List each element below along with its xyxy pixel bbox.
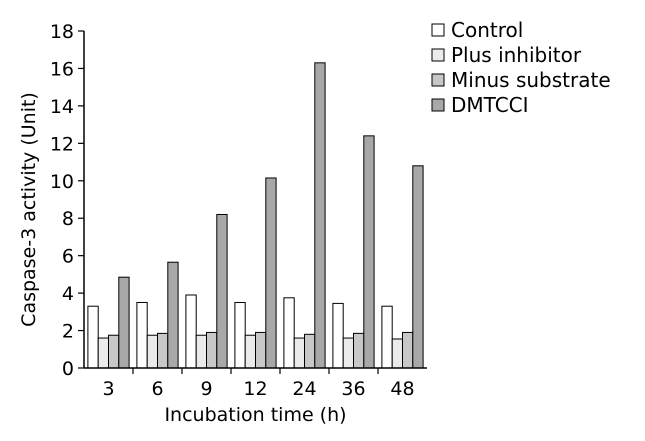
x-axis-label: Incubation time (h) (164, 404, 346, 426)
bar-plus-inhibitor-24 (293, 337, 306, 369)
x-tick-label: 6 (151, 378, 163, 400)
legend-swatch (431, 23, 445, 37)
legend-swatch (431, 73, 445, 87)
x-tick-label: 48 (390, 378, 414, 400)
bar-dmtcci-9 (216, 213, 228, 369)
bar-control-12 (234, 301, 246, 369)
y-tick-label: 16 (50, 58, 74, 80)
bar-minus-substrate-9 (206, 331, 218, 369)
legend-swatch (431, 48, 445, 62)
y-tick-label: 6 (62, 246, 74, 268)
bar-control-36 (332, 302, 344, 369)
bar-dmtcci-3 (118, 276, 130, 369)
bar-control-3 (87, 305, 99, 369)
bar-control-24 (283, 297, 295, 369)
bar-plus-inhibitor-3 (97, 337, 109, 369)
x-tick-label: 24 (292, 378, 316, 400)
bar-dmtcci-6 (167, 261, 179, 369)
bars-group (87, 62, 424, 369)
legend-label: Control (451, 18, 523, 42)
bar-minus-substrate-36 (353, 332, 365, 369)
bar-plus-inhibitor-36 (342, 337, 355, 369)
y-axis-label: Caspase-3 activity (Unit) (18, 92, 40, 327)
y-tick-label: 4 (62, 283, 74, 305)
bar-dmtcci-48 (412, 165, 424, 369)
x-tick-label: 12 (243, 378, 267, 400)
bar-control-6 (136, 301, 148, 369)
legend-swatch (431, 98, 445, 112)
y-tick-label: 0 (62, 358, 74, 380)
y-tick-label: 14 (50, 96, 74, 118)
y-tick-label: 2 (62, 321, 74, 343)
bar-minus-substrate-48 (402, 331, 414, 369)
bar-plus-inhibitor-48 (391, 338, 404, 369)
y-tick-label: 8 (62, 208, 74, 230)
x-ticks-group: 3 6 9 12 24 36 48 (102, 368, 415, 400)
bar-plus-inhibitor-9 (195, 334, 207, 369)
bar-plus-inhibitor-6 (146, 334, 158, 369)
bar-minus-substrate-6 (157, 332, 169, 369)
y-tick-label: 12 (50, 133, 74, 155)
y-ticks-group: 0 2 4 6 8 10 12 14 16 18 (50, 21, 84, 380)
bar-control-9 (185, 294, 197, 369)
bar-minus-substrate-24 (304, 333, 316, 369)
y-tick-label: 18 (50, 21, 74, 43)
legend-label: DMTCCI (451, 93, 529, 117)
bar-minus-substrate-12 (255, 331, 267, 369)
bar-minus-substrate-3 (108, 334, 120, 369)
bar-dmtcci-36 (363, 135, 375, 369)
x-tick-label: 9 (200, 378, 212, 400)
bar-control-48 (381, 305, 393, 369)
bar-dmtcci-24 (314, 62, 326, 369)
bar-dmtcci-12 (265, 177, 277, 369)
x-tick-label: 3 (102, 378, 114, 400)
bar-plus-inhibitor-12 (244, 334, 256, 369)
legend-label: Plus inhibitor (451, 43, 582, 67)
legend-label: Minus substrate (451, 68, 611, 92)
y-tick-label: 10 (50, 171, 74, 193)
x-tick-label: 36 (341, 378, 365, 400)
